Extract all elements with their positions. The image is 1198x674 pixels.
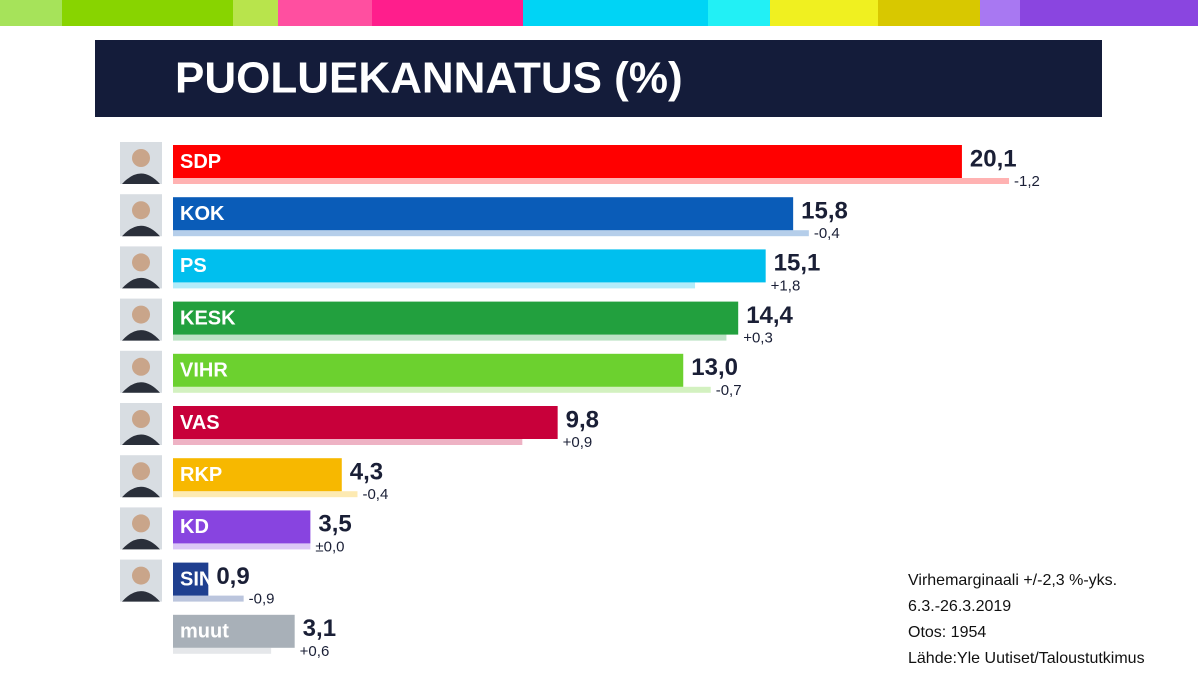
change-label: -0,4 [362, 486, 388, 503]
value-label: 20,1 [970, 145, 1017, 172]
portrait-head [132, 410, 150, 428]
portrait-head [132, 305, 150, 324]
note: Lähde:Yle Uutiset/Taloustutkimus [908, 650, 1145, 667]
previous-bar [173, 230, 809, 237]
portrait-head [132, 149, 150, 167]
category-label: RKP [180, 464, 222, 486]
bar [173, 197, 794, 231]
previous-bar [173, 334, 727, 341]
note: Otos: 1954 [908, 624, 986, 641]
portrait-body [122, 486, 160, 498]
bar [173, 301, 739, 335]
category-label: KD [180, 516, 209, 538]
note: 6.3.-26.3.2019 [908, 598, 1011, 615]
change-label: -1,2 [1014, 173, 1040, 190]
portrait-head [132, 201, 150, 220]
portrait-body [122, 434, 160, 445]
previous-bar [173, 647, 272, 654]
category-label: muut [180, 621, 229, 643]
change-label: +0,6 [300, 643, 330, 660]
change-label: +0,3 [743, 330, 773, 347]
category-label: VIHR [180, 360, 228, 382]
value-label: 0,9 [216, 563, 249, 590]
bar [173, 562, 209, 596]
portrait-body [122, 538, 160, 550]
previous-bar [173, 595, 244, 602]
value-label: 4,3 [350, 459, 383, 486]
category-label: PS [180, 255, 207, 277]
portrait-body [122, 225, 160, 237]
change-label: ±0,0 [315, 538, 344, 555]
previous-bar [173, 178, 1010, 184]
portrait-body [122, 277, 160, 289]
change-label: -0,4 [814, 225, 840, 242]
previous-bar [173, 543, 311, 550]
bar [173, 406, 558, 439]
bar [173, 353, 684, 387]
portrait-head [132, 357, 150, 376]
title-box [95, 40, 1102, 117]
portrait-body [122, 173, 160, 184]
previous-bar [173, 439, 523, 445]
note: Virhemarginaali +/-2,3 %-yks. [908, 572, 1117, 589]
value-label: 3,5 [318, 511, 351, 538]
value-label: 15,8 [801, 198, 848, 225]
bar [173, 614, 295, 648]
bar [173, 145, 962, 178]
value-label: 14,4 [746, 302, 793, 329]
portrait-head [132, 566, 150, 585]
portrait-head [132, 462, 150, 481]
value-label: 15,1 [774, 250, 821, 277]
change-label: +0,9 [563, 434, 593, 451]
value-label: 9,8 [566, 406, 599, 433]
chart-title: PUOLUEKANNATUS (%) [175, 54, 683, 103]
portrait-body [122, 382, 160, 393]
portrait-head [132, 514, 150, 533]
category-label: KESK [180, 307, 236, 329]
category-label: SDP [180, 151, 221, 173]
bar [173, 458, 342, 492]
portrait-body [122, 591, 160, 602]
change-label: -0,7 [716, 382, 742, 399]
previous-bar [173, 282, 696, 289]
portrait-head [132, 253, 150, 272]
value-label: 3,1 [303, 615, 336, 642]
category-label: SIN [180, 568, 213, 590]
top-stripe [0, 0, 1198, 26]
portrait-body [122, 330, 160, 341]
change-label: -0,9 [249, 591, 275, 608]
bar [173, 510, 311, 544]
category-label: KOK [180, 203, 225, 225]
previous-bar [173, 491, 358, 498]
previous-bar [173, 386, 711, 393]
change-label: +1,8 [771, 277, 801, 294]
value-label: 13,0 [691, 354, 738, 381]
bar [173, 249, 766, 283]
category-label: VAS [180, 412, 220, 434]
